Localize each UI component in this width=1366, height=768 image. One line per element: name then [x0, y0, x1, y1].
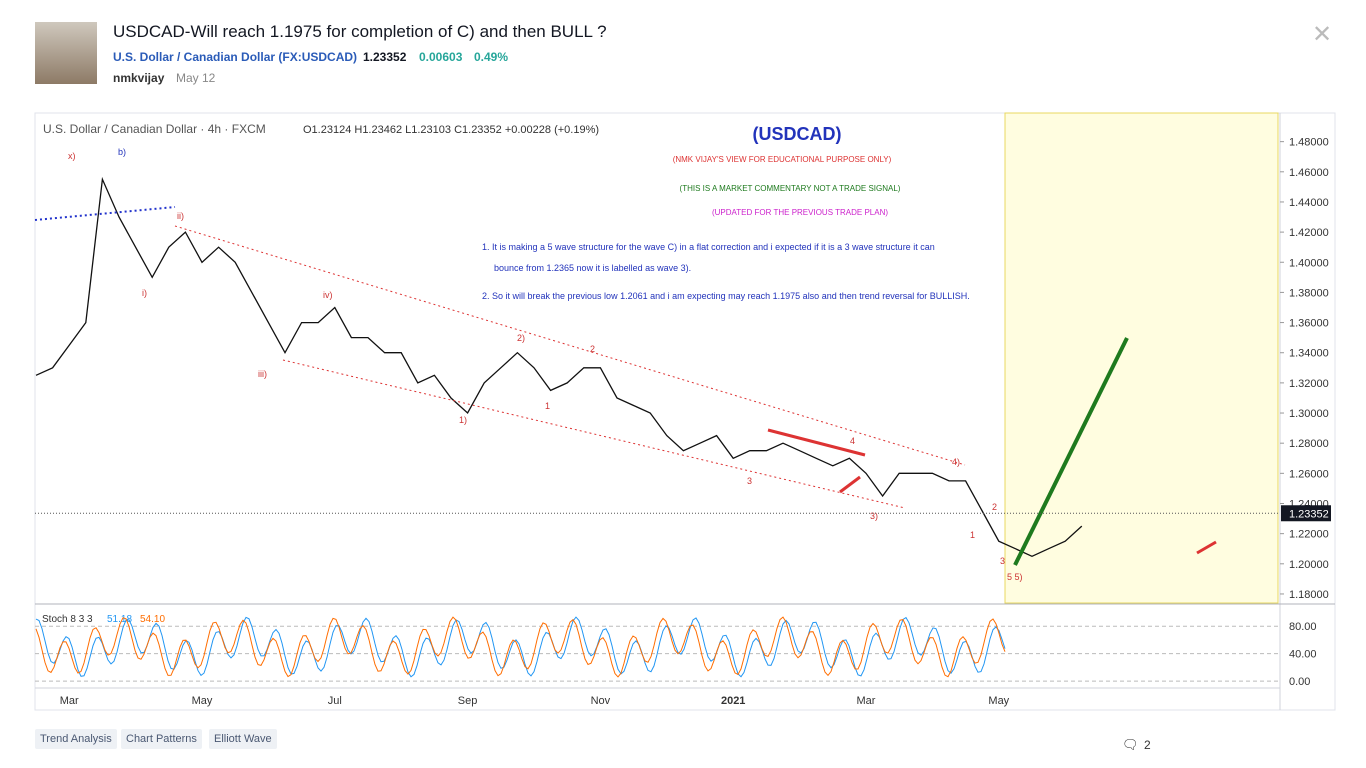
y-tick-label: 1.46000 [1289, 167, 1329, 179]
y-tick-label: 40.00 [1289, 649, 1317, 661]
ohlc-legend: O1.23124 H1.23462 L1.23103 C1.23352 +0.0… [303, 124, 599, 136]
red-line [767, 428, 866, 457]
red-line [839, 475, 861, 494]
change: 0.00603 [419, 50, 463, 64]
y-tick-label: 0.00 [1289, 676, 1310, 688]
wave-label: 2 [590, 344, 595, 354]
y-tick-label: 1.28000 [1289, 438, 1329, 450]
annotation: bounce from 1.2365 now it is labelled as… [494, 263, 691, 273]
wave-label: 5 5) [1007, 572, 1023, 582]
price: 1.23352 [363, 50, 407, 64]
wave-label: 4 [850, 436, 855, 446]
x-tick-label: Jul [328, 695, 342, 707]
annotation: (THIS IS A MARKET COMMENTARY NOT A TRADE… [680, 184, 901, 193]
wave-label: x) [68, 151, 76, 161]
wave-label: 1) [459, 415, 467, 425]
wave-label: ii) [177, 211, 184, 221]
close-button[interactable]: ✕ [1312, 21, 1333, 48]
y-tick-label: 1.36000 [1289, 318, 1329, 330]
highlight-zone [1004, 112, 1279, 604]
x-tick-label: May [988, 695, 1009, 707]
wave-label: iii) [258, 369, 267, 379]
x-tick-label: May [192, 695, 213, 707]
wave-label: 3 [747, 476, 752, 486]
annotation: (USDCAD) [753, 124, 842, 144]
annotation: 2. So it will break the previous low 1.2… [482, 291, 970, 301]
wave-label: 2) [517, 333, 525, 343]
annotation: 1. It is making a 5 wave structure for t… [482, 242, 935, 252]
projection-line [1013, 337, 1129, 566]
y-tick-label: 1.48000 [1289, 137, 1329, 149]
comments-icon[interactable]: 🗨 [1122, 737, 1139, 752]
author[interactable]: nmkvijay [113, 71, 165, 85]
symbol-link[interactable]: U.S. Dollar / Canadian Dollar (FX:USDCAD… [113, 50, 358, 64]
avatar[interactable] [35, 22, 97, 84]
y-tick-label: 1.42000 [1289, 227, 1329, 239]
tag[interactable]: Trend Analysis [35, 729, 117, 749]
y-tick-label: 80.00 [1289, 621, 1317, 633]
x-tick-label: Mar [60, 695, 79, 707]
wave-label: iv) [323, 290, 333, 300]
y-tick-label: 1.18000 [1289, 589, 1329, 601]
wave-label: 3 [1000, 556, 1005, 566]
oscillator-line [35, 616, 1006, 678]
last-price-label: 1.23352 [1289, 508, 1329, 520]
indicator-k: 51.18 [107, 614, 132, 625]
y-tick-label: 1.26000 [1289, 468, 1329, 480]
y-tick-label: 1.44000 [1289, 197, 1329, 209]
x-tick-label: Sep [458, 695, 478, 707]
indicator-d: 54.10 [140, 614, 165, 625]
indicator-label: Stoch 8 3 3 [42, 614, 93, 625]
y-tick-label: 1.32000 [1289, 378, 1329, 390]
wave-label: i) [142, 288, 147, 298]
annotation: (UPDATED FOR THE PREVIOUS TRADE PLAN) [712, 208, 888, 217]
comments-count: 2 [1144, 738, 1151, 752]
wave-label: 1 [545, 401, 550, 411]
x-tick-label: Nov [591, 695, 611, 707]
wave-label: 3) [870, 511, 878, 521]
change-pct: 0.49% [474, 50, 509, 64]
x-tick-label: Mar [857, 695, 876, 707]
y-tick-label: 1.30000 [1289, 408, 1329, 420]
y-tick-label: 1.40000 [1289, 257, 1329, 269]
tag[interactable]: Elliott Wave [209, 729, 277, 749]
x-tick-label: 2021 [721, 695, 745, 707]
y-tick-label: 1.20000 [1289, 559, 1329, 571]
y-tick-label: 1.34000 [1289, 348, 1329, 360]
channel-bottom [282, 359, 906, 509]
last-price-box [1281, 505, 1331, 522]
wave-label: 2 [992, 502, 997, 512]
idea-title: USDCAD-Will reach 1.1975 for completion … [113, 22, 607, 41]
annotation: (NMK VIJAY'S VIEW FOR EDUCATIONAL PURPOS… [673, 155, 892, 164]
chart-title: U.S. Dollar / Canadian Dollar · 4h · FXC… [43, 122, 266, 136]
y-tick-label: 1.38000 [1289, 287, 1329, 299]
wave-label: b) [118, 147, 126, 157]
wave-label: 1 [970, 530, 975, 540]
tag[interactable]: Chart Patterns [121, 729, 202, 749]
trendline [34, 206, 176, 221]
arrow [1196, 540, 1217, 555]
wave-label: 4) [952, 457, 960, 467]
y-tick-label: 1.22000 [1289, 529, 1329, 541]
price-line [35, 176, 1083, 558]
date: May 12 [176, 71, 216, 85]
